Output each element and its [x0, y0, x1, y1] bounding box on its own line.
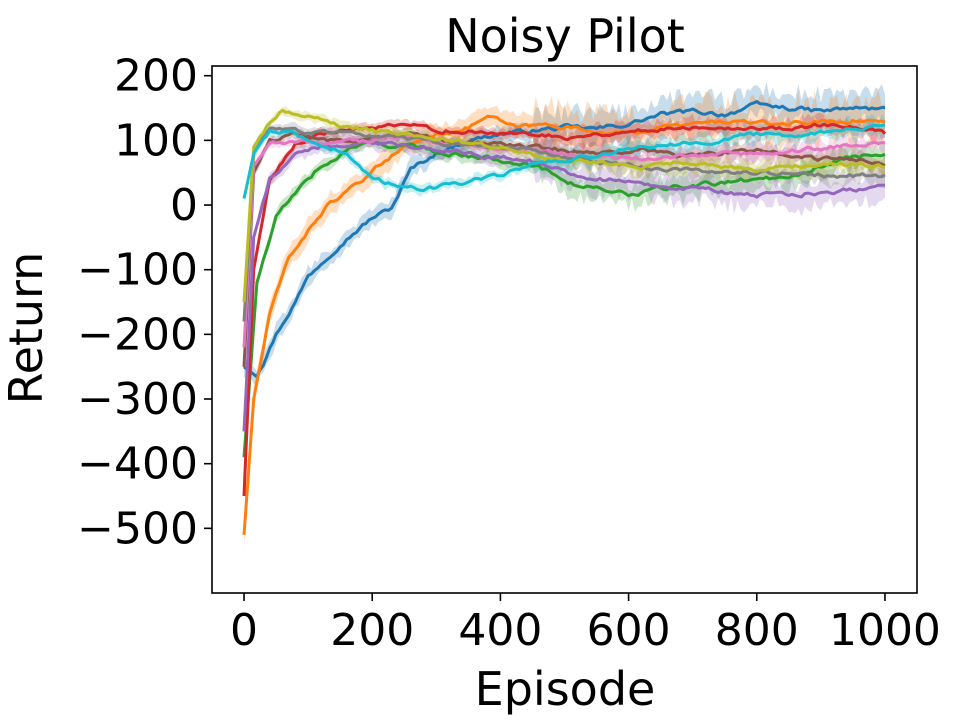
y-tick-label--400: −400 [77, 439, 198, 490]
x-tick-label-600: 600 [587, 605, 671, 656]
series-line-10 [242, 123, 886, 199]
y-tick-label--300: −300 [77, 374, 198, 425]
series-line-8 [242, 126, 886, 322]
y-axis-label: Return [0, 252, 53, 405]
series-band-8 [244, 121, 885, 328]
x-tick-label-400: 400 [458, 605, 542, 656]
series-line-4 [242, 122, 887, 497]
y-axis: 200 100 0 −100 −200 −300 −400 −500 [77, 51, 212, 554]
y-tick-label-100: 100 [114, 115, 198, 166]
y-tick-label--500: −500 [77, 503, 198, 554]
x-tick-label-800: 800 [715, 605, 799, 656]
y-tick-label-0: 0 [170, 180, 198, 231]
series-band-7 [244, 129, 885, 354]
x-tick-label-200: 200 [330, 605, 414, 656]
x-tick-label-1000: 1000 [829, 605, 941, 656]
x-axis-label: Episode [475, 662, 656, 716]
series-line-2 [242, 114, 886, 536]
plot-frame [211, 65, 918, 594]
chart-title: Noisy Pilot [445, 9, 685, 63]
x-axis: 0 200 400 600 800 1000 [230, 593, 941, 656]
y-tick-label--100: −100 [77, 245, 198, 296]
series-band-2 [244, 89, 885, 548]
y-tick-label-200: 200 [114, 51, 198, 102]
y-tick-label--200: −200 [77, 309, 198, 360]
series-lines [242, 100, 887, 536]
series-band-1 [244, 81, 885, 386]
series-line-5 [242, 139, 886, 432]
series-line-7 [242, 134, 886, 348]
x-tick-label-0: 0 [230, 605, 258, 656]
series-line-1 [243, 100, 885, 379]
